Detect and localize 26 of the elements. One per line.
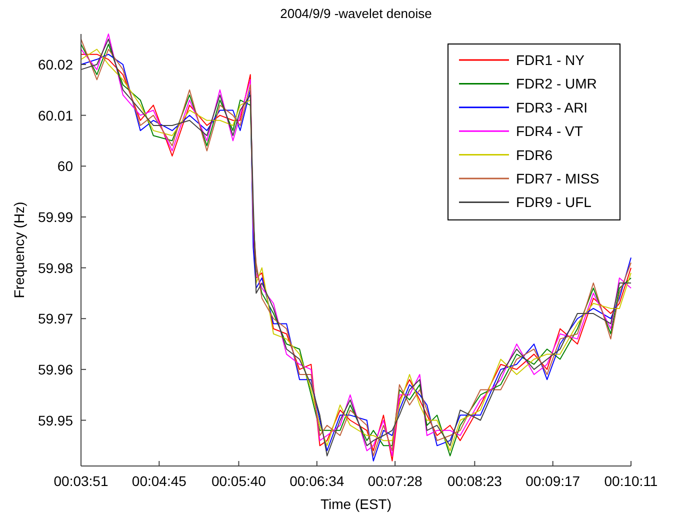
y-tick-label: 59.98 bbox=[38, 260, 74, 276]
x-tick-label: 00:04:45 bbox=[132, 473, 187, 489]
y-tick-label: 59.96 bbox=[38, 361, 74, 378]
y-tick-label: 60 bbox=[57, 158, 74, 174]
x-tick-label: 00:07:28 bbox=[368, 473, 423, 489]
legend-label: FDR2 - UMR bbox=[516, 76, 597, 92]
x-tick-label: 00:05:40 bbox=[211, 473, 266, 489]
legend-label: FDR4 - VT bbox=[516, 123, 584, 140]
y-tick-label: 60.02 bbox=[38, 56, 74, 72]
x-tick-label: 00:03:51 bbox=[54, 473, 108, 489]
x-tick-label: 00:09:17 bbox=[526, 473, 580, 489]
y-tick-label: 59.99 bbox=[38, 208, 74, 225]
legend-label: FDR6 bbox=[516, 146, 553, 163]
x-tick-label: 00:08:23 bbox=[447, 473, 502, 489]
chart-title: 2004/9/9 -wavelet denoise bbox=[280, 6, 432, 21]
legend-label: FDR7 - MISS bbox=[516, 170, 600, 186]
y-tick-label: 60.01 bbox=[38, 107, 74, 124]
x-tick-label: 00:06:34 bbox=[290, 473, 344, 489]
x-axis-title: Time (EST) bbox=[320, 496, 392, 512]
y-tick-label: 59.95 bbox=[38, 412, 74, 428]
legend-label: FDR3 - ARI bbox=[516, 99, 588, 116]
y-tick-label: 59.97 bbox=[38, 310, 74, 327]
y-axis-title: Frequency (Hz) bbox=[11, 202, 27, 298]
x-tick-label: 00:10:11 bbox=[604, 473, 658, 489]
legend-label: FDR9 - UFL bbox=[516, 194, 592, 210]
legend-label: FDR1 - NY bbox=[516, 52, 586, 68]
